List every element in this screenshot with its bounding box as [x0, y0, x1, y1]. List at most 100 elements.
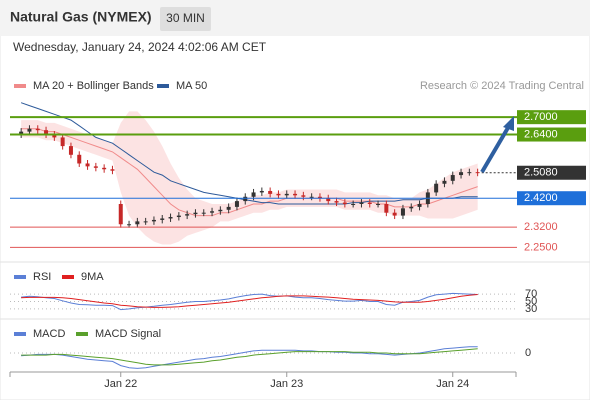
header-bar [0, 0, 590, 36]
candle-body [77, 154, 82, 164]
candle-body [450, 175, 455, 181]
legend-label: 9MA [81, 271, 104, 283]
level-label: 2.6400 [524, 128, 558, 140]
candle-body [44, 130, 49, 135]
candle-body [367, 202, 372, 204]
candle-body [334, 201, 339, 203]
bollinger-band [21, 111, 478, 245]
level-label: 2.4200 [524, 192, 558, 204]
datetime: Wednesday, January 24, 2024 4:02:06 AM C… [13, 40, 267, 54]
timeframe-badge [160, 7, 211, 31]
candle-body [251, 192, 256, 197]
candle-body [276, 193, 281, 196]
legend-swatch [14, 275, 26, 279]
candle-body [293, 193, 298, 196]
y-tick-label: 50 [525, 295, 537, 307]
candle-body [201, 212, 206, 214]
candle-body [475, 172, 480, 174]
legend-swatch [62, 275, 74, 279]
candle-body [417, 204, 422, 207]
candle-body [226, 206, 231, 210]
candle-body [85, 163, 90, 167]
candle-body [268, 190, 273, 194]
candle-body [127, 224, 132, 226]
candle-body [118, 204, 123, 225]
ma50-line [20, 102, 478, 205]
candle-body [442, 180, 447, 184]
indicator-line [21, 292, 478, 311]
legend-label: MA 50 [176, 80, 207, 92]
candle-body [342, 202, 347, 204]
candle-body [176, 215, 181, 218]
x-tick-label: Jan 22 [104, 378, 137, 390]
candle-body [467, 172, 472, 174]
candle-body [459, 172, 464, 176]
candle-body [35, 128, 40, 131]
candle-body [359, 202, 364, 204]
source: Research © 2024 Trading Central [420, 80, 584, 92]
legend-label: MACD [33, 328, 65, 340]
candle-body [384, 204, 389, 213]
candle-body [400, 208, 405, 216]
timeframe: 30 MIN [166, 11, 205, 25]
candle-body [102, 167, 107, 170]
legend-label: RSI [33, 271, 51, 283]
candle-body [409, 206, 414, 209]
candle-body [151, 219, 156, 222]
candle-body [351, 204, 356, 205]
level-box [517, 165, 586, 180]
candle-body [284, 193, 289, 196]
legend-swatch [157, 84, 169, 88]
indicator-line [21, 348, 478, 366]
candle-body [301, 195, 306, 197]
level-box [517, 127, 586, 142]
candle-body [110, 169, 115, 171]
candle-body [210, 211, 215, 213]
level-label: 2.3200 [524, 221, 558, 233]
legend-swatch [14, 332, 26, 336]
arrow-head [503, 116, 514, 131]
candle-body [52, 134, 57, 138]
candle-body [60, 137, 65, 147]
candle-body [193, 212, 198, 215]
forecast-arrow [480, 124, 511, 174]
legend-label: MACD Signal [95, 328, 161, 340]
candle-body [309, 196, 314, 198]
legend-swatch [76, 332, 88, 336]
candle-body [185, 214, 190, 216]
level-box [517, 191, 586, 206]
y-tick-label: 30 [525, 303, 537, 315]
candle-body [434, 183, 439, 193]
candle-body [143, 221, 148, 223]
ma20-line [21, 128, 478, 217]
x-tick-label: Jan 24 [436, 378, 469, 390]
legend-label: MA 20 + Bollinger Bands [33, 80, 154, 92]
level-label: 2.5080 [524, 167, 558, 179]
y-tick-label: 0 [525, 347, 531, 359]
candle-body [259, 190, 264, 193]
candle-body [317, 196, 322, 199]
level-box [517, 110, 586, 125]
candle-body [243, 196, 248, 202]
candle-body [392, 212, 397, 216]
candle-body [234, 201, 239, 207]
x-tick-label: Jan 23 [270, 378, 303, 390]
indicator-line [21, 346, 478, 369]
candle-body [376, 204, 381, 205]
indicator-line [21, 294, 478, 308]
candle-body [326, 198, 331, 202]
level-label: 2.7000 [524, 111, 558, 123]
candle-body [19, 131, 24, 135]
candle-body [68, 146, 73, 155]
candle-body [135, 221, 140, 225]
legend-swatch [14, 84, 26, 88]
y-tick-label: 70 [525, 288, 537, 300]
candle-body [93, 166, 98, 168]
candle-body [27, 128, 32, 132]
candle-body [168, 217, 173, 219]
candle-body [218, 209, 223, 212]
level-label: 2.2500 [524, 241, 558, 253]
title: Natural Gas (NYMEX) [10, 9, 152, 25]
